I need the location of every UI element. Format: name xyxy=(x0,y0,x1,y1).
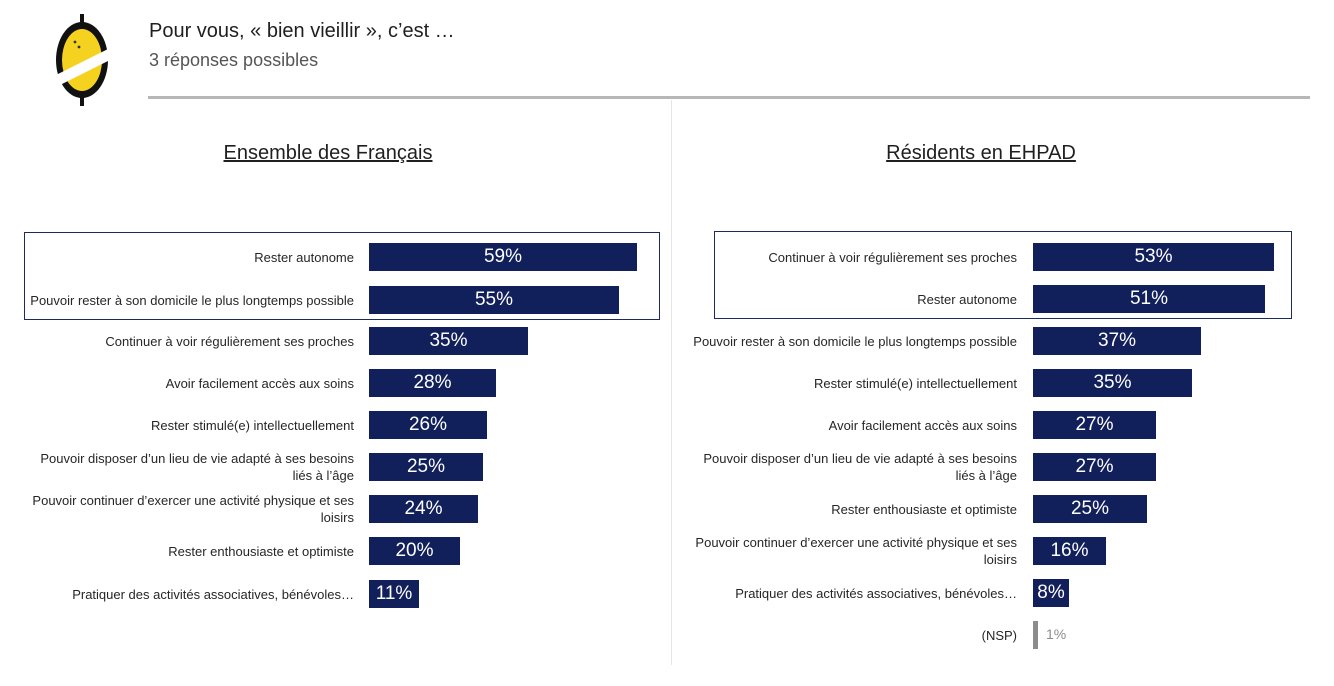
data-label: 26% xyxy=(408,414,448,435)
bar: 24% xyxy=(369,495,478,523)
bar: 35% xyxy=(1033,369,1192,397)
category-label: Rester autonome xyxy=(917,291,1017,307)
category-label: Rester enthousiaste et optimiste xyxy=(168,543,354,559)
panel-divider xyxy=(671,100,672,665)
data-label: 51% xyxy=(1129,288,1169,309)
page-title: Pour vous, « bien vieillir », c’est … xyxy=(149,20,455,42)
bar: 27% xyxy=(1033,411,1156,439)
bar: 37% xyxy=(1033,327,1201,355)
data-label: 11% xyxy=(375,583,413,604)
bar: 35% xyxy=(369,327,528,355)
category-label: Pouvoir rester à son domicile le plus lo… xyxy=(30,292,354,308)
data-label: 35% xyxy=(1093,372,1132,393)
data-label: 24% xyxy=(404,498,443,519)
data-label: 53% xyxy=(1134,246,1173,267)
data-label: 16% xyxy=(1050,540,1089,561)
bar: 16% xyxy=(1033,537,1106,565)
header-divider xyxy=(148,96,1310,99)
bar: 53% xyxy=(1033,243,1274,271)
bar: 55% xyxy=(369,286,619,314)
bar: 27% xyxy=(1033,453,1156,481)
category-label: Continuer à voir régulièrement ses proch… xyxy=(105,333,354,349)
category-label: (NSP) xyxy=(981,627,1017,643)
page-subtitle: 3 réponses possibles xyxy=(149,50,319,70)
bar: 8% xyxy=(1033,579,1069,607)
bar: 59% xyxy=(369,243,637,271)
data-label: 25% xyxy=(406,456,446,477)
data-label: 8% xyxy=(1037,582,1065,603)
bar: 51% xyxy=(1033,285,1265,313)
category-label: Continuer à voir régulièrement ses proch… xyxy=(768,249,1017,265)
category-label: Pouvoir continuer d’exercer une activité… xyxy=(32,493,354,525)
data-label: 25% xyxy=(1070,498,1110,519)
category-label: Pouvoir disposer d’un lieu de vie adapté… xyxy=(703,451,1017,483)
bar: 26% xyxy=(369,411,487,439)
category-label: Avoir facilement accès aux soins xyxy=(828,417,1017,433)
chart-title: Résidents en EHPAD xyxy=(886,142,1076,164)
brand-logo xyxy=(54,14,110,106)
chart-title: Ensemble des Français xyxy=(223,142,433,164)
data-label: 27% xyxy=(1075,414,1114,435)
data-label: 37% xyxy=(1097,330,1137,351)
bar: 28% xyxy=(369,369,496,397)
bar xyxy=(1033,621,1038,649)
category-label: Rester enthousiaste et optimiste xyxy=(831,501,1017,517)
bar: 25% xyxy=(1033,495,1147,523)
data-label: 35% xyxy=(429,330,468,351)
bar: 11% xyxy=(369,580,419,608)
data-label: 55% xyxy=(474,289,514,310)
category-label: Avoir facilement accès aux soins xyxy=(165,375,354,391)
data-label: 28% xyxy=(413,372,452,393)
category-label: Pouvoir rester à son domicile le plus lo… xyxy=(693,333,1017,349)
data-label: 59% xyxy=(483,246,523,267)
bar: 20% xyxy=(369,537,460,565)
category-label: Pouvoir continuer d’exercer une activité… xyxy=(695,535,1017,567)
category-label: Rester stimulé(e) intellectuellement xyxy=(150,417,354,433)
data-label: 1% xyxy=(1046,626,1067,642)
bar: 25% xyxy=(369,453,483,481)
category-label: Pratiquer des activités associatives, bé… xyxy=(735,585,1017,601)
category-label: Pratiquer des activités associatives, bé… xyxy=(72,586,354,602)
category-label: Pouvoir disposer d’un lieu de vie adapté… xyxy=(40,451,354,483)
category-label: Rester autonome xyxy=(254,249,354,265)
category-label: Rester stimulé(e) intellectuellement xyxy=(813,375,1017,391)
top-answers-highlight-box xyxy=(714,231,1292,319)
top-answers-highlight-box xyxy=(24,232,660,320)
data-label: 27% xyxy=(1075,456,1114,477)
data-label: 20% xyxy=(395,540,434,561)
